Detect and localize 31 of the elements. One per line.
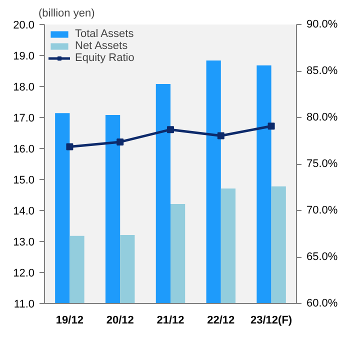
y2-tick-label: 85.0% [306,65,338,77]
point [116,138,124,146]
y-tick-label: 13.0 [13,236,35,248]
y2-tick-label: 90.0% [306,18,338,30]
y2-tick-label: 65.0% [306,251,338,263]
y2-tick-label: 75.0% [306,158,338,170]
y2-tick-label: 80.0% [306,112,338,124]
point [217,132,224,140]
legend-label: Total Assets [75,28,134,40]
point [66,143,74,150]
y-tick-label: 17.0 [13,112,35,124]
y-tick-label: 12.0 [13,268,35,280]
legend-label: Equity Ratio [75,52,134,64]
point [167,126,174,134]
point [268,122,275,130]
y-tick-label: 18.0 [13,82,35,94]
y-tick-label: 15.0 [13,174,35,186]
x-tick-label: 19/12 [56,314,84,326]
y-tick-label: 11.0 [14,298,34,310]
y2-tick-label: 60.0% [306,298,338,310]
y2-tick-label: 70.0% [306,204,338,216]
x-tick-label: 23/12(F) [250,314,292,326]
x-tick-label: 21/12 [156,314,184,326]
legend-label: Net Assets [75,40,128,52]
x-tick-label: 20/12 [106,314,134,326]
y-tick-label: 20.0 [13,20,35,32]
y-axis-title: (billion yen) [38,8,95,20]
x-tick-label: 22/12 [207,314,235,326]
y-tick-label: 14.0 [13,206,35,218]
y-tick-label: 19.0 [13,50,35,62]
y-tick-label: 16.0 [13,144,35,156]
